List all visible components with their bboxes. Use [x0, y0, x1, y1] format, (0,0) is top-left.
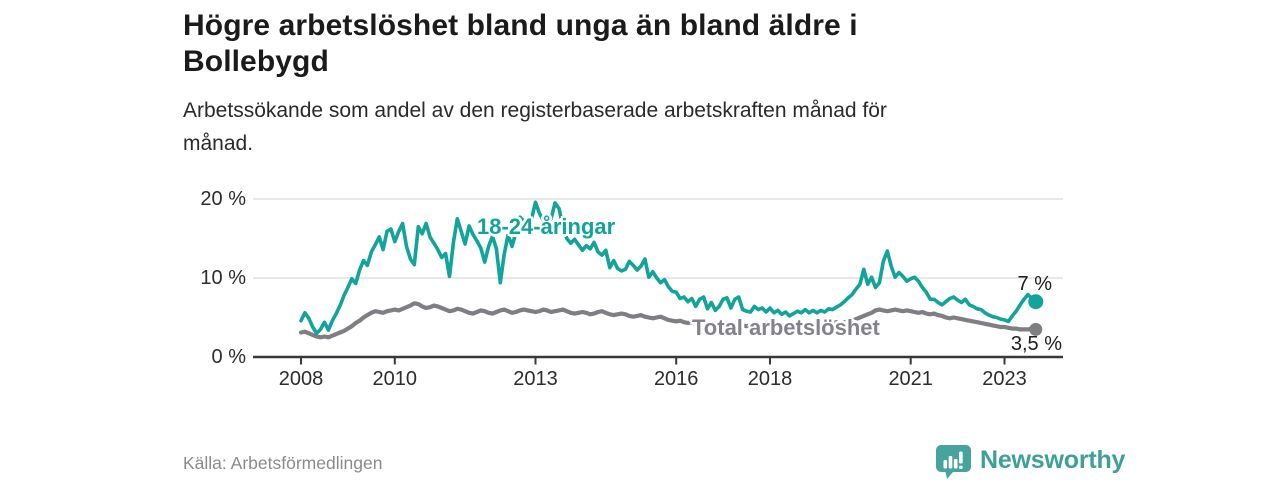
- end-value-label-youth: 7 %: [1017, 273, 1052, 295]
- subtitle-line-2: månad.: [183, 132, 254, 155]
- x-axis-label: 2008: [278, 368, 324, 390]
- page-title: Högre arbetslöshet bland unga än bland ä…: [183, 8, 1043, 80]
- title-line-1: Högre arbetslöshet bland unga än bland ä…: [183, 9, 858, 42]
- x-axis-label: 2010: [372, 368, 418, 390]
- newsworthy-wordmark: Newsworthy: [980, 445, 1126, 474]
- x-axis-label: 2021: [888, 368, 933, 390]
- gridlines: [253, 198, 1063, 279]
- y-axis-label: 20 %: [200, 188, 246, 210]
- x-axis-label: 2013: [513, 368, 558, 390]
- subtitle-line-1: Arbetssökande som andel av den registerb…: [183, 99, 887, 122]
- series-label-youth: 18-24-åringar: [477, 214, 616, 239]
- chart-subtitle: Arbetssökande som andel av den registerb…: [183, 94, 1063, 160]
- series-line-youth: [299, 200, 1038, 336]
- source-attribution: Källa: Arbetsförmedlingen: [183, 453, 383, 473]
- newsworthy-logo[interactable]: Newsworthy: [933, 441, 1125, 481]
- title-line-2: Bollebygd: [183, 45, 329, 78]
- x-axis-label: 2016: [653, 368, 699, 390]
- end-value-label-total: 3,5 %: [1010, 333, 1062, 355]
- series-label-total: Total arbetslöshet: [692, 315, 880, 340]
- y-axis-label: 10 %: [200, 267, 246, 289]
- series-line-total: [298, 301, 1038, 340]
- x-axis-label: 2023: [982, 368, 1027, 390]
- y-axis-label: 0 %: [211, 346, 246, 368]
- newsworthy-bubble-icon: [936, 445, 971, 479]
- x-axis-label: 2018: [747, 368, 793, 390]
